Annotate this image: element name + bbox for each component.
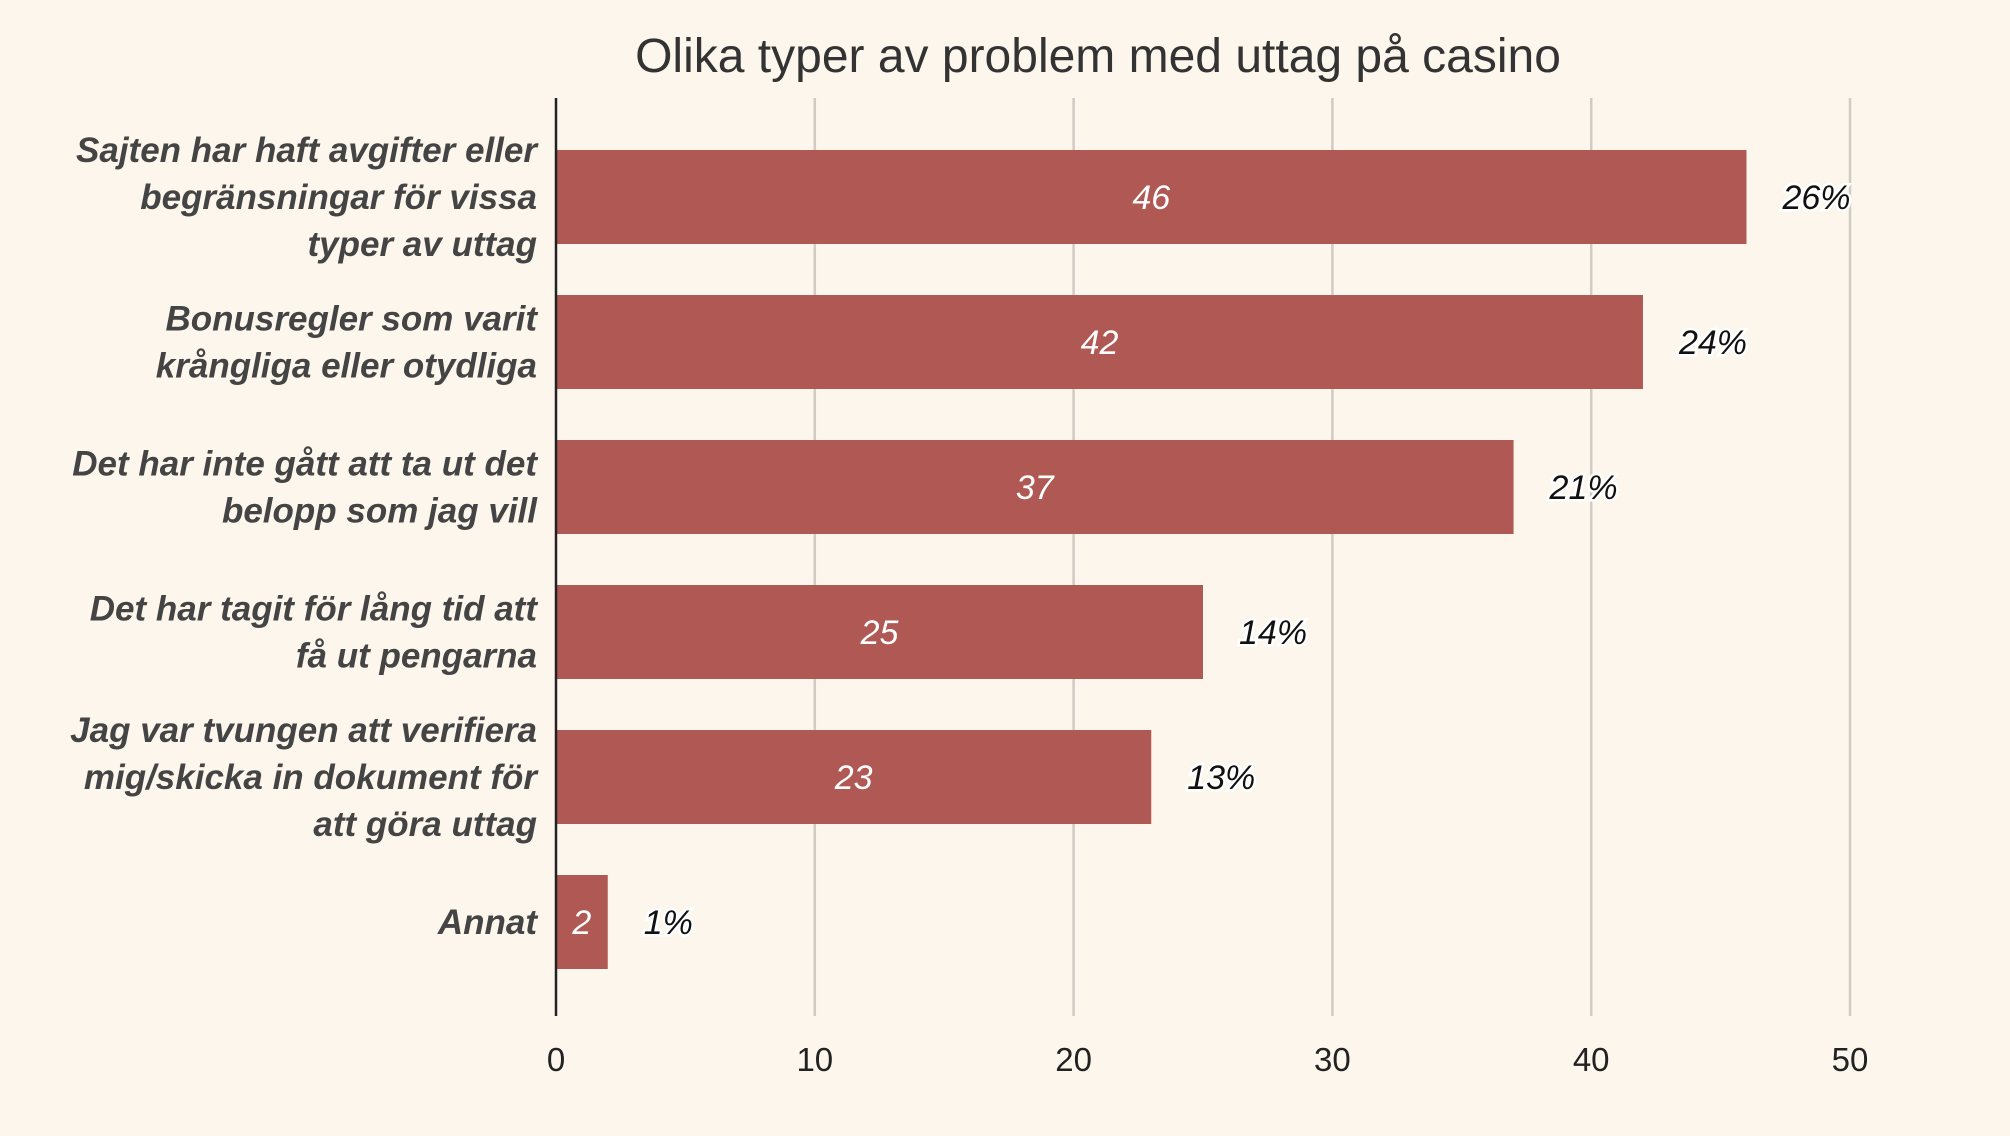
category-label-1: Bonusregler som varit krångliga eller oty… [156, 300, 539, 386]
bar-4 [556, 730, 1152, 824]
category-label-line: mig/skicka in dokument för [84, 758, 540, 797]
category-label-line: Det har tagit för lång tid att [90, 590, 539, 629]
bar-value-label-5: 2 [571, 904, 591, 942]
category-label-line: typer av uttag [308, 225, 538, 264]
grid-layer [813, 98, 1852, 1016]
percent-label-0: 26% [1781, 179, 1850, 217]
category-label-line: belopp som jag vill [222, 492, 538, 531]
category-label-3: Det har tagit för lång tid att få ut peng… [90, 590, 539, 676]
x-tick-label-30: 30 [1314, 1041, 1351, 1078]
category-label-layer: Sajten har haft avgifter eller begränsnin… [70, 131, 539, 942]
category-label-line: Sajten har haft avgifter eller [76, 131, 539, 170]
category-label-line: Jag var tvungen att verifiera [70, 711, 537, 750]
category-label-line: krångliga eller otydliga [156, 347, 537, 386]
category-label-line: Annat [437, 903, 539, 942]
percent-label-4: 13% [1187, 759, 1255, 797]
x-tick-label-10: 10 [796, 1041, 833, 1078]
category-label-line: få ut pengarna [296, 637, 537, 676]
category-label-line: att göra uttag [313, 805, 537, 844]
category-label-line: Det har inte gått att ta ut det [72, 445, 538, 484]
category-label-5: Annat [437, 903, 539, 942]
bar-3 [556, 585, 1203, 679]
bar-value-label-4: 23 [834, 759, 873, 797]
category-label-2: Det har inte gått att ta ut det belopp so… [72, 445, 538, 531]
category-label-0: Sajten har haft avgifter eller begränsnin… [76, 131, 539, 264]
bar-0 [556, 150, 1747, 244]
chart-title: Olika typer av problem med uttag på casi… [635, 30, 1561, 83]
x-tick-label-40: 40 [1573, 1041, 1610, 1078]
bar-2 [556, 440, 1514, 534]
bar-layer: 46 26%42 24%37 21%25 14%23 13%2 1% [556, 150, 1853, 969]
bar-5 [556, 875, 608, 969]
x-tick-label-20: 20 [1055, 1041, 1092, 1078]
x-axis-ticks: 0 10 20 30 40 50 [547, 1041, 1869, 1078]
percent-label-1: 24% [1678, 324, 1747, 362]
x-tick-label-50: 50 [1832, 1041, 1869, 1078]
percent-label-2: 21% [1549, 469, 1618, 507]
category-label-line: begränsningar för vissa [140, 178, 537, 217]
category-label-line: Bonusregler som varit [166, 300, 539, 339]
percent-label-3: 14% [1239, 614, 1307, 652]
bar-value-label-2: 37 [1016, 469, 1055, 507]
bar-1 [556, 295, 1643, 389]
x-tick-label-0: 0 [547, 1041, 565, 1078]
category-label-4: Jag var tvungen att verifiera mig/skicka … [70, 711, 539, 844]
bar-value-label-3: 25 [860, 614, 899, 652]
bar-value-label-1: 42 [1081, 324, 1119, 362]
bar-value-label-0: 46 [1132, 179, 1170, 217]
percent-label-5: 1% [644, 904, 693, 942]
